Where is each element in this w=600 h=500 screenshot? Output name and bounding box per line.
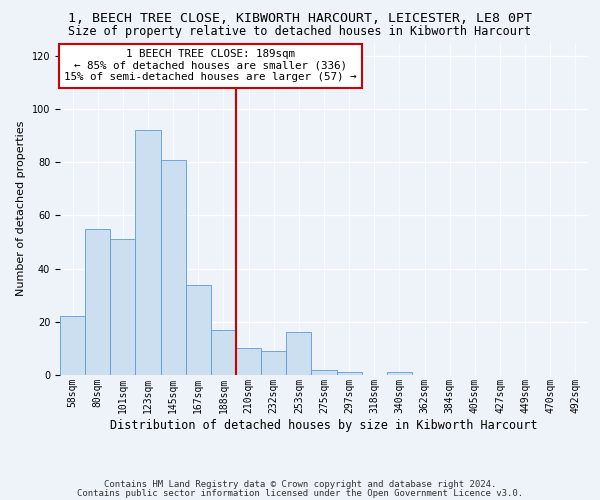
Bar [311, 370, 337, 375]
Text: Contains HM Land Registry data © Crown copyright and database right 2024.: Contains HM Land Registry data © Crown c… [104, 480, 496, 489]
Y-axis label: Number of detached properties: Number of detached properties [16, 121, 26, 296]
Text: Size of property relative to detached houses in Kibworth Harcourt: Size of property relative to detached ho… [68, 25, 532, 38]
Text: 1, BEECH TREE CLOSE, KIBWORTH HARCOURT, LEICESTER, LE8 0PT: 1, BEECH TREE CLOSE, KIBWORTH HARCOURT, … [68, 12, 532, 26]
Bar [85, 228, 110, 375]
X-axis label: Distribution of detached houses by size in Kibworth Harcourt: Distribution of detached houses by size … [110, 418, 538, 432]
Bar [337, 372, 362, 375]
Text: Contains public sector information licensed under the Open Government Licence v3: Contains public sector information licen… [77, 488, 523, 498]
Text: 1 BEECH TREE CLOSE: 189sqm
← 85% of detached houses are smaller (336)
15% of sem: 1 BEECH TREE CLOSE: 189sqm ← 85% of deta… [64, 49, 357, 82]
Bar [186, 284, 211, 375]
Bar [387, 372, 412, 375]
Bar [261, 351, 286, 375]
Bar [136, 130, 161, 375]
Bar [60, 316, 85, 375]
Bar [236, 348, 261, 375]
Bar [161, 160, 186, 375]
Bar [110, 240, 136, 375]
Bar [211, 330, 236, 375]
Bar [286, 332, 311, 375]
